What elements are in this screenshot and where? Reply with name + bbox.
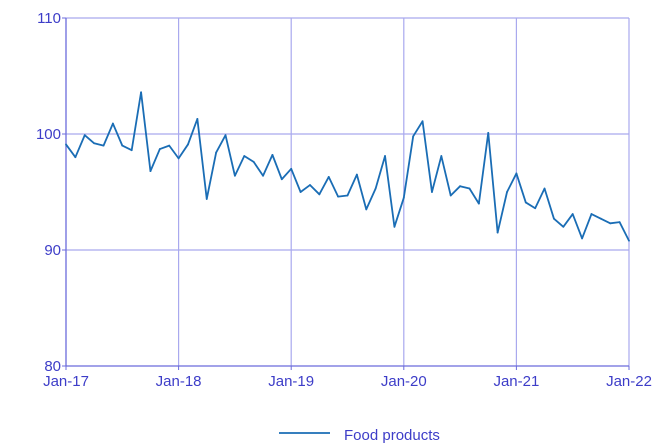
data-point: [327, 176, 330, 178]
data-point: [449, 194, 452, 197]
data-point: [158, 148, 161, 150]
data-point: [280, 178, 283, 181]
data-point: [506, 191, 508, 193]
x-tick-label: Jan-21: [493, 373, 539, 390]
data-point: [196, 118, 199, 120]
data-point: [271, 153, 274, 156]
data-point: [149, 170, 152, 173]
y-tick-label: 80: [44, 358, 61, 375]
data-point: [234, 174, 236, 177]
data-point: [468, 187, 471, 190]
y-tick-label: 100: [36, 126, 61, 143]
data-point: [318, 193, 321, 196]
data-point: [130, 149, 133, 152]
data-point: [534, 207, 537, 210]
data-point: [393, 225, 396, 228]
data-point: [177, 157, 180, 160]
data-point: [384, 155, 386, 157]
data-point: [365, 208, 368, 211]
data-point: [524, 201, 527, 204]
plot-frame: [65, 18, 629, 367]
x-tick-label: Jan-19: [268, 373, 314, 390]
data-point: [290, 167, 293, 170]
data-point: [543, 187, 546, 190]
data-point: [412, 135, 415, 138]
y-tick-label: 110: [37, 10, 61, 27]
data-point: [618, 221, 621, 224]
data-point: [628, 239, 630, 242]
data-point: [374, 187, 377, 190]
data-point: [477, 202, 480, 205]
data-point: [83, 134, 86, 137]
data-point: [581, 237, 583, 240]
data-point: [421, 120, 424, 123]
y-tick-label: 90: [44, 242, 61, 259]
data-point: [355, 173, 358, 176]
data-point: [431, 191, 433, 193]
data-point: [459, 185, 461, 188]
data-point: [609, 222, 612, 225]
data-point: [599, 217, 602, 220]
data-point: [224, 134, 227, 137]
data-point: [74, 156, 77, 159]
data-point: [571, 213, 574, 215]
data-point: [309, 184, 311, 186]
legend: Food products: [279, 427, 440, 444]
x-tick-label: Jan-22: [606, 373, 652, 390]
data-point: [440, 155, 443, 157]
data-point: [140, 91, 142, 94]
data-point: [121, 144, 124, 147]
y-axis-ticks: 80 90 100 110: [36, 10, 66, 375]
data-point: [215, 151, 218, 154]
data-point: [205, 198, 208, 200]
data-point: [515, 172, 518, 175]
x-tick-label: Jan-20: [381, 373, 427, 390]
data-point: [402, 196, 405, 199]
data-point: [487, 131, 490, 134]
data-point: [187, 143, 189, 146]
legend-label-food-products: Food products: [344, 427, 440, 444]
x-axis-ticks: Jan-17 Jan-18 Jan-19 Jan-20 Jan-21 Jan-22: [43, 366, 652, 390]
data-point: [93, 142, 96, 145]
data-point: [590, 213, 593, 215]
data-point: [562, 225, 565, 228]
series-group: [65, 91, 630, 242]
grid-lines: [65, 17, 630, 366]
x-tick-label: Jan-18: [156, 373, 202, 390]
x-tick-label: Jan-17: [43, 373, 89, 390]
data-point: [112, 122, 114, 125]
data-point: [299, 191, 302, 193]
data-point: [65, 143, 67, 146]
data-point: [168, 144, 171, 147]
data-point: [243, 155, 246, 157]
data-point: [346, 194, 349, 197]
data-point: [553, 217, 555, 220]
data-point: [252, 160, 255, 163]
series-line-food-products: [65, 91, 630, 242]
data-point: [262, 174, 264, 177]
data-point: [496, 231, 499, 234]
data-point: [102, 144, 105, 147]
data-point: [337, 195, 340, 198]
